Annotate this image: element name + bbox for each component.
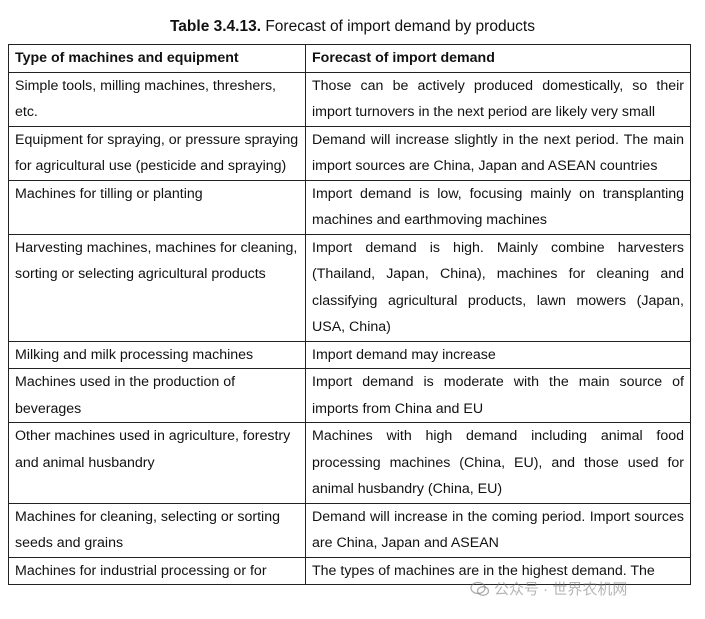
table-title: Forecast of import demand by products <box>261 18 535 35</box>
cell-machine-type: Milking and milk processing machines <box>8 340 306 369</box>
cell-forecast: Import demand may increase <box>305 340 691 369</box>
cell-machine-type: Equipment for spraying, or pressure spra… <box>8 125 306 181</box>
table-caption: Table 3.4.13. Forecast of import demand … <box>0 16 705 38</box>
cell-machine-type: Other machines used in agriculture, fore… <box>8 422 306 504</box>
cell-machine-type: Harvesting machines, machines for cleani… <box>8 233 306 342</box>
cell-machine-type: Machines for industrial processing or fo… <box>8 556 306 585</box>
cell-forecast: The types of machines are in the highest… <box>305 556 691 585</box>
cell-forecast: Machines with high demand including anim… <box>305 422 691 504</box>
cell-machine-type: Machines for tilling or planting <box>8 179 306 235</box>
table-row: Machines for tilling or planting Import … <box>8 179 691 235</box>
table-row: Simple tools, milling machines, thresher… <box>8 71 691 127</box>
table-header-row: Type of machines and equipment Forecast … <box>8 44 691 73</box>
import-demand-table: Type of machines and equipment Forecast … <box>8 44 691 585</box>
cell-forecast: Import demand is low, focusing mainly on… <box>305 179 691 235</box>
column-header-forecast: Forecast of import demand <box>305 44 691 73</box>
table-row: Milking and milk processing machines Imp… <box>8 340 691 369</box>
table-row: Harvesting machines, machines for cleani… <box>8 233 691 342</box>
table-row: Machines for cleaning, selecting or sort… <box>8 502 691 558</box>
table-row: Other machines used in agriculture, fore… <box>8 422 691 504</box>
table-row: Equipment for spraying, or pressure spra… <box>8 125 691 181</box>
table-row: Machines used in the production of bever… <box>8 368 691 423</box>
cell-forecast: Import demand is moderate with the main … <box>305 368 691 423</box>
cell-machine-type: Machines used in the production of bever… <box>8 368 306 423</box>
column-header-type: Type of machines and equipment <box>8 44 306 73</box>
cell-forecast: Demand will increase in the coming perio… <box>305 502 691 558</box>
cell-forecast: Those can be actively produced domestica… <box>305 71 691 127</box>
table-number: Table 3.4.13. <box>169 18 262 35</box>
cell-forecast: Import demand is high. Mainly combine ha… <box>305 233 691 342</box>
cell-machine-type: Machines for cleaning, selecting or sort… <box>8 502 306 558</box>
table-row: Machines for industrial processing or fo… <box>8 556 691 585</box>
cell-machine-type: Simple tools, milling machines, thresher… <box>8 71 306 127</box>
cell-forecast: Demand will increase slightly in the nex… <box>305 125 691 181</box>
